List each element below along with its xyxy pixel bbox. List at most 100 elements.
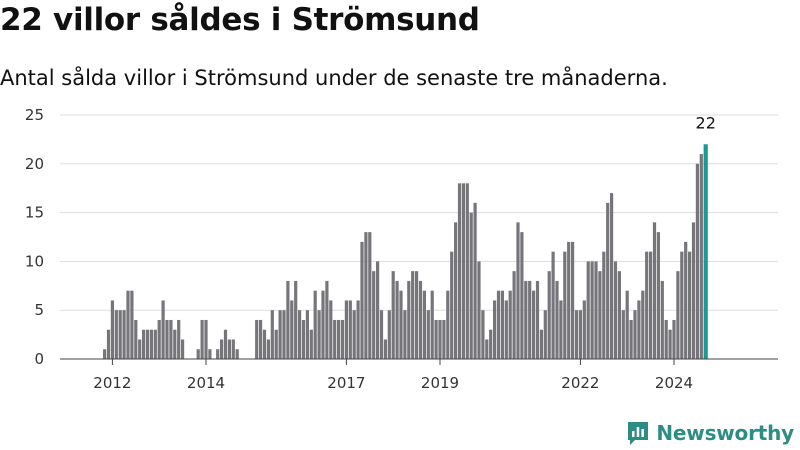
bar bbox=[278, 310, 282, 359]
bar bbox=[134, 319, 138, 359]
bar bbox=[426, 310, 430, 359]
bar bbox=[594, 261, 598, 359]
bar bbox=[551, 251, 555, 359]
bar bbox=[259, 319, 263, 359]
y-tick-label: 20 bbox=[25, 155, 44, 173]
bar bbox=[387, 310, 391, 359]
y-axis-labels: 0 5 10 15 20 25 bbox=[25, 106, 44, 368]
y-tick-label: 15 bbox=[25, 204, 44, 222]
bar bbox=[126, 290, 130, 359]
bar bbox=[333, 319, 337, 359]
bar bbox=[672, 319, 676, 359]
bar bbox=[110, 300, 114, 359]
bar bbox=[169, 319, 173, 359]
annotations: 22 bbox=[696, 113, 716, 132]
bar bbox=[621, 310, 625, 359]
bar bbox=[567, 241, 571, 359]
x-tick-label: 2017 bbox=[327, 374, 365, 392]
bar bbox=[446, 290, 450, 359]
bar bbox=[691, 222, 696, 359]
bar bbox=[450, 251, 454, 359]
bar bbox=[613, 261, 618, 359]
bar bbox=[415, 271, 419, 359]
bar bbox=[504, 300, 508, 359]
bar bbox=[274, 329, 278, 359]
bar bbox=[161, 300, 165, 359]
bar bbox=[645, 251, 649, 359]
bar bbox=[106, 329, 111, 359]
x-tick-label: 2019 bbox=[421, 374, 459, 392]
bar bbox=[325, 280, 329, 359]
bar bbox=[383, 339, 387, 359]
bar bbox=[122, 310, 126, 359]
bar bbox=[465, 183, 469, 359]
bar bbox=[403, 310, 407, 359]
bar-chart: 0 5 10 15 20 25 2012 2014 2017 2019 2022 2024 22 bbox=[25, 106, 778, 392]
y-tick-label: 5 bbox=[34, 301, 44, 319]
newsworthy-logo-icon bbox=[628, 422, 649, 445]
bar bbox=[637, 300, 641, 359]
bar bbox=[255, 319, 259, 359]
bar bbox=[668, 329, 672, 359]
bar bbox=[235, 349, 239, 359]
bar bbox=[399, 290, 403, 359]
bar bbox=[286, 280, 290, 359]
bar bbox=[177, 319, 181, 359]
bar bbox=[290, 300, 294, 359]
bar bbox=[582, 300, 586, 359]
bar bbox=[641, 290, 645, 359]
bar bbox=[114, 310, 118, 359]
bar bbox=[118, 310, 122, 359]
bar bbox=[337, 319, 341, 359]
bar bbox=[500, 290, 504, 359]
bar bbox=[305, 310, 309, 359]
chart-title: 22 villor såldes i Strömsund bbox=[0, 2, 480, 38]
x-axis-labels: 2012 2014 2017 2019 2022 2024 bbox=[93, 374, 693, 392]
bar bbox=[652, 222, 657, 359]
brand-name: Newsworthy bbox=[656, 421, 794, 445]
bar bbox=[395, 280, 399, 359]
bar bbox=[418, 280, 423, 359]
x-tick-label: 2024 bbox=[655, 374, 693, 392]
bar bbox=[227, 339, 231, 359]
bar bbox=[231, 339, 235, 359]
bar bbox=[485, 339, 489, 359]
bar bbox=[391, 271, 395, 359]
bar bbox=[535, 280, 540, 359]
bar bbox=[625, 290, 629, 359]
bar bbox=[539, 329, 543, 359]
bar bbox=[477, 261, 481, 359]
bar bbox=[301, 319, 306, 359]
x-tick-label: 2012 bbox=[93, 374, 131, 392]
bar bbox=[457, 183, 462, 359]
bar bbox=[528, 280, 532, 359]
bar bbox=[360, 241, 364, 359]
y-tick-label: 0 bbox=[34, 350, 44, 368]
bar bbox=[352, 310, 356, 359]
bar bbox=[317, 310, 321, 359]
bar bbox=[407, 280, 411, 359]
bar bbox=[372, 271, 376, 359]
bar bbox=[524, 280, 528, 359]
bar bbox=[356, 300, 360, 359]
bar bbox=[574, 310, 579, 359]
bar bbox=[633, 310, 637, 359]
bar bbox=[376, 261, 380, 359]
bar bbox=[165, 319, 169, 359]
bar bbox=[298, 310, 302, 359]
bar bbox=[364, 232, 368, 359]
bar bbox=[606, 202, 610, 359]
bar bbox=[422, 290, 426, 359]
bar bbox=[516, 222, 520, 359]
bar bbox=[489, 329, 493, 359]
y-tick-label: 10 bbox=[25, 252, 44, 270]
bar bbox=[411, 271, 415, 359]
bar bbox=[660, 280, 664, 359]
bar bbox=[598, 271, 602, 359]
bar bbox=[438, 319, 442, 359]
bar bbox=[496, 290, 501, 359]
bar bbox=[532, 290, 536, 359]
bar bbox=[461, 183, 465, 359]
bar bbox=[520, 232, 524, 359]
bar bbox=[208, 349, 212, 359]
